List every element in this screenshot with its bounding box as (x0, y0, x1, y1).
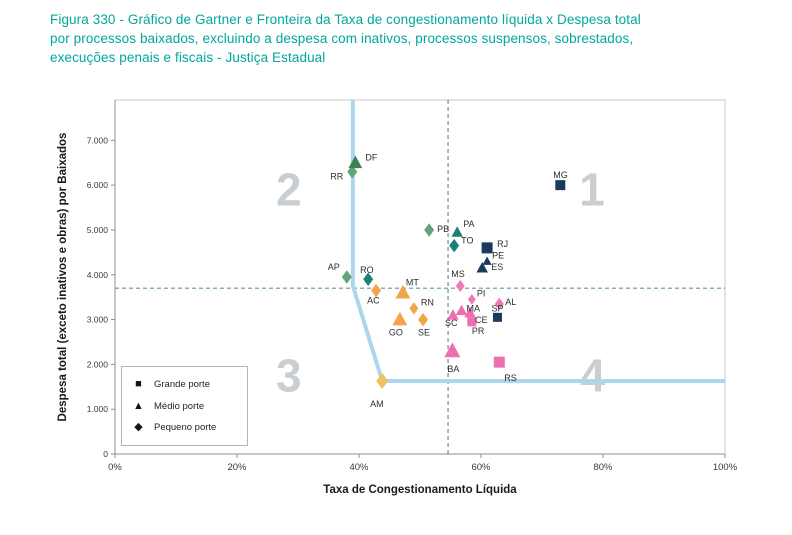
point-AC (371, 283, 382, 298)
y-tick-label: 0 (103, 449, 108, 459)
x-tick-label: 100% (713, 462, 738, 473)
point-label-SC: SC (445, 318, 458, 328)
point-RN (409, 302, 419, 315)
point-label-RS: RS (504, 373, 517, 383)
legend-item-pequeno-porte: ◆ Pequeno porte (132, 420, 237, 433)
point-label-MS: MS (451, 269, 465, 279)
x-tick-label: 60% (471, 462, 491, 473)
point-label-AM: AM (370, 399, 384, 409)
point-label-RO: RO (360, 265, 374, 275)
y-tick-label: 1.000 (87, 404, 109, 414)
point-label-MT: MT (406, 278, 419, 288)
x-tick-label: 0% (108, 462, 122, 473)
point-label-PR: PR (472, 326, 485, 336)
triangle-icon: ▲ (133, 399, 144, 412)
point-label-CE: CE (475, 315, 488, 325)
point-PA (451, 226, 463, 237)
point-SE (418, 312, 429, 327)
legend-item-label: Pequeno porte (154, 421, 217, 433)
point-SC (447, 309, 459, 320)
point-SP (492, 312, 502, 322)
legend: ■ Grande porte ▲ Médio porte ◆ Pequeno p… (121, 366, 248, 446)
x-tick-label: 80% (593, 462, 613, 473)
point-BA (444, 342, 461, 358)
figure-title-line-2: por processos baixados, excluindo a desp… (50, 31, 634, 46)
point-label-MA: MA (466, 304, 480, 314)
point-label-DF: DF (365, 153, 377, 163)
legend-item-grande-porte: ■ Grande porte (132, 378, 237, 391)
point-RJ (481, 242, 493, 254)
point-label-ES: ES (491, 262, 503, 272)
point-label-SE: SE (418, 328, 430, 338)
x-tick-label: 20% (227, 462, 247, 473)
point-label-PB: PB (437, 224, 449, 234)
x-axis-title: Taxa de Congestionamento Líquida (323, 484, 517, 496)
quadrant-label-3: 3 (276, 350, 302, 402)
legend-item-label: Grande porte (154, 379, 210, 391)
legend-item-label: Médio porte (154, 400, 205, 412)
quadrant-label-2: 2 (276, 164, 302, 216)
point-PR (467, 317, 477, 327)
diamond-icon: ◆ (134, 420, 143, 433)
figure-title-line-3: execuções penais e fiscais - Justiça Est… (50, 50, 326, 65)
point-label-AL: AL (505, 297, 516, 307)
point-PI (467, 294, 476, 305)
figure-title: Figura 330 - Gráfico de Gartner e Fronte… (50, 10, 760, 67)
point-RO (363, 272, 374, 286)
y-tick-label: 3.000 (87, 315, 109, 325)
point-label-BA: BA (447, 364, 459, 374)
point-AP (341, 270, 352, 284)
y-tick-label: 7.000 (87, 135, 109, 145)
quadrant-label-4: 4 (580, 350, 606, 402)
figure-title-line-1: Figura 330 - Gráfico de Gartner e Fronte… (50, 12, 641, 27)
y-tick-label: 2.000 (87, 359, 109, 369)
frontier-line (350, 100, 725, 383)
y-tick-label: 4.000 (87, 270, 109, 280)
square-icon: ■ (135, 378, 142, 391)
point-label-MG: MG (553, 170, 568, 180)
point-MG (555, 180, 566, 191)
point-label-SP: SP (491, 303, 503, 313)
point-CE (464, 306, 476, 318)
legend-item-medio-porte: ▲ Médio porte (132, 399, 237, 412)
point-AL (494, 297, 504, 310)
point-RS (493, 356, 505, 368)
point-RR (347, 164, 358, 179)
point-label-GO: GO (389, 328, 403, 338)
point-label-AP: AP (328, 262, 340, 272)
point-ES (476, 262, 488, 273)
point-DF (348, 155, 363, 169)
point-PB (424, 223, 435, 237)
y-tick-label: 5.000 (87, 225, 109, 235)
point-label-RN: RN (421, 297, 434, 307)
point-label-AC: AC (367, 295, 380, 305)
y-axis-title: Despesa total (exceto inativos e obras) … (57, 132, 69, 422)
point-label-PE: PE (492, 250, 504, 260)
point-MT (395, 284, 411, 299)
quadrant-label-1: 1 (579, 164, 605, 216)
x-tick-label: 40% (349, 462, 369, 473)
point-label-RJ: RJ (497, 239, 508, 249)
point-label-TO: TO (461, 236, 473, 246)
point-label-RR: RR (330, 172, 343, 182)
point-MS (455, 279, 465, 293)
y-tick-label: 6.000 (87, 180, 109, 190)
point-label-PA: PA (463, 219, 474, 229)
point-MA (455, 304, 468, 316)
point-TO (449, 238, 460, 253)
point-label-PI: PI (477, 288, 486, 298)
point-PE (482, 256, 492, 265)
point-GO (392, 311, 408, 326)
point-AM (376, 372, 389, 390)
